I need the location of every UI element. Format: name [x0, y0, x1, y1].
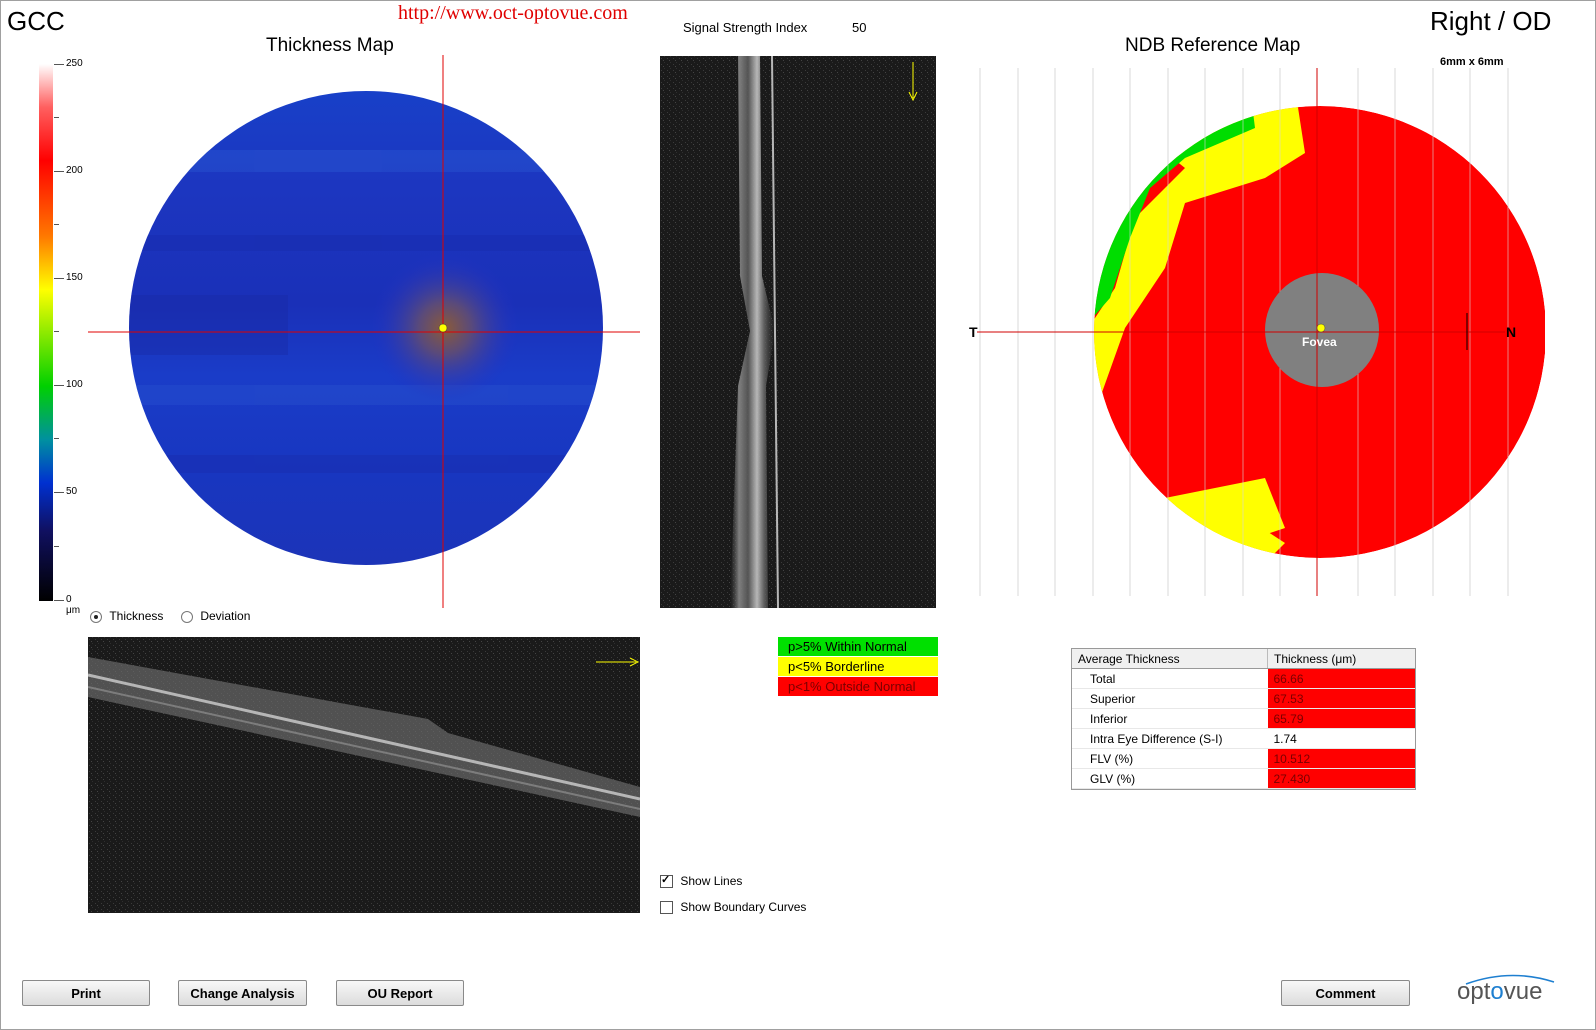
scale-label: 200	[66, 165, 83, 176]
scale-tick-line	[54, 171, 64, 172]
scale-tick-line	[54, 492, 64, 493]
ssi-label: Signal Strength Index	[683, 20, 808, 35]
row-value: 1.74	[1267, 728, 1415, 749]
print-button[interactable]: Print	[22, 980, 150, 1006]
radio-deviation[interactable]	[181, 610, 193, 623]
row-value: 10.512	[1267, 748, 1415, 769]
average-thickness-table: Average Thickness Thickness (μm) Total 6…	[1071, 648, 1416, 790]
logo-swoosh	[1465, 974, 1555, 985]
show-lines-label: Show Lines	[680, 874, 743, 888]
scale-tick-line	[54, 600, 64, 601]
comment-button[interactable]: Comment	[1281, 980, 1410, 1006]
row-value: 27.430	[1267, 768, 1415, 789]
ndb-map-title: NDB Reference Map	[1125, 35, 1301, 56]
scale-label: 150	[66, 272, 83, 283]
scale-tick-line	[54, 64, 64, 65]
fovea-label: Fovea	[1302, 335, 1337, 349]
show-lines-option[interactable]: Show Lines	[660, 873, 743, 889]
nasal-label: N	[1506, 324, 1517, 340]
temporal-label: T	[969, 324, 978, 340]
watermark-url: http://www.oct-optovue.com	[398, 2, 628, 24]
option-deviation[interactable]: Deviation	[181, 609, 250, 623]
row-label: Inferior	[1072, 708, 1268, 729]
row-label: Intra Eye Difference (S-I)	[1072, 728, 1268, 749]
option-thickness-label: Thickness	[109, 609, 164, 623]
table-row: GLV (%) 27.430	[1072, 768, 1415, 789]
table-row: Intra Eye Difference (S-I) 1.74	[1072, 728, 1415, 749]
radio-thickness[interactable]	[90, 610, 102, 623]
change-analysis-button[interactable]: Change Analysis	[178, 980, 307, 1006]
scale-label: 0 μm	[66, 594, 81, 616]
scale-tick-line	[54, 278, 64, 279]
scale-minor-tick	[54, 117, 59, 118]
optovue-logo: optovue	[1457, 978, 1543, 1005]
row-label: Total	[1072, 668, 1268, 689]
scale-minor-tick	[54, 546, 59, 547]
row-value: 66.66	[1267, 668, 1415, 689]
row-value: 65.79	[1267, 708, 1415, 729]
table-row: FLV (%) 10.512	[1072, 748, 1415, 769]
legend-borderline: p<5% Borderline	[778, 657, 938, 676]
table-header-col1: Average Thickness	[1072, 649, 1268, 669]
show-lines-checkbox[interactable]	[660, 873, 673, 889]
scale-minor-tick	[54, 331, 59, 332]
scale-minor-tick	[54, 224, 59, 225]
vertical-bscan[interactable]	[660, 56, 936, 608]
color-scale-bar	[39, 64, 53, 601]
scan-size-label: 6mm x 6mm	[1440, 56, 1504, 68]
thickness-map[interactable]	[88, 55, 644, 610]
scale-label: 50	[66, 486, 78, 497]
show-boundary-label: Show Boundary Curves	[680, 900, 807, 914]
show-boundary-option[interactable]: Show Boundary Curves	[660, 900, 807, 915]
horizontal-bscan[interactable]	[88, 637, 640, 913]
ou-report-button[interactable]: OU Report	[336, 980, 464, 1006]
row-label: GLV (%)	[1072, 768, 1268, 789]
thickness-map-title: Thickness Map	[266, 35, 394, 56]
show-boundary-checkbox[interactable]	[660, 901, 673, 915]
table-header-col2: Thickness (μm)	[1267, 649, 1415, 669]
option-thickness[interactable]: Thickness	[90, 609, 163, 623]
ndb-reference-map[interactable]	[965, 68, 1545, 598]
legend-outside-normal: p<1% Outside Normal	[778, 677, 938, 696]
scale-label: 100	[66, 379, 83, 390]
scale-minor-tick	[54, 438, 59, 439]
eye-label: Right / OD	[1430, 6, 1552, 36]
ssi-value: 50	[852, 20, 867, 35]
table-row: Superior 67.53	[1072, 688, 1415, 709]
legend-within-normal: p>5% Within Normal	[778, 637, 938, 656]
row-value: 67.53	[1267, 688, 1415, 709]
table-row: Inferior 65.79	[1072, 708, 1415, 729]
row-label: Superior	[1072, 688, 1268, 709]
scale-tick-line	[54, 385, 64, 386]
scale-label: 250	[66, 58, 83, 69]
option-deviation-label: Deviation	[200, 609, 251, 623]
significance-legend: p>5% Within Normal p<5% Borderline p<1% …	[778, 637, 938, 697]
table-row: Total 66.66	[1072, 668, 1415, 689]
analysis-title: GCC	[7, 6, 65, 36]
row-label: FLV (%)	[1072, 748, 1268, 769]
